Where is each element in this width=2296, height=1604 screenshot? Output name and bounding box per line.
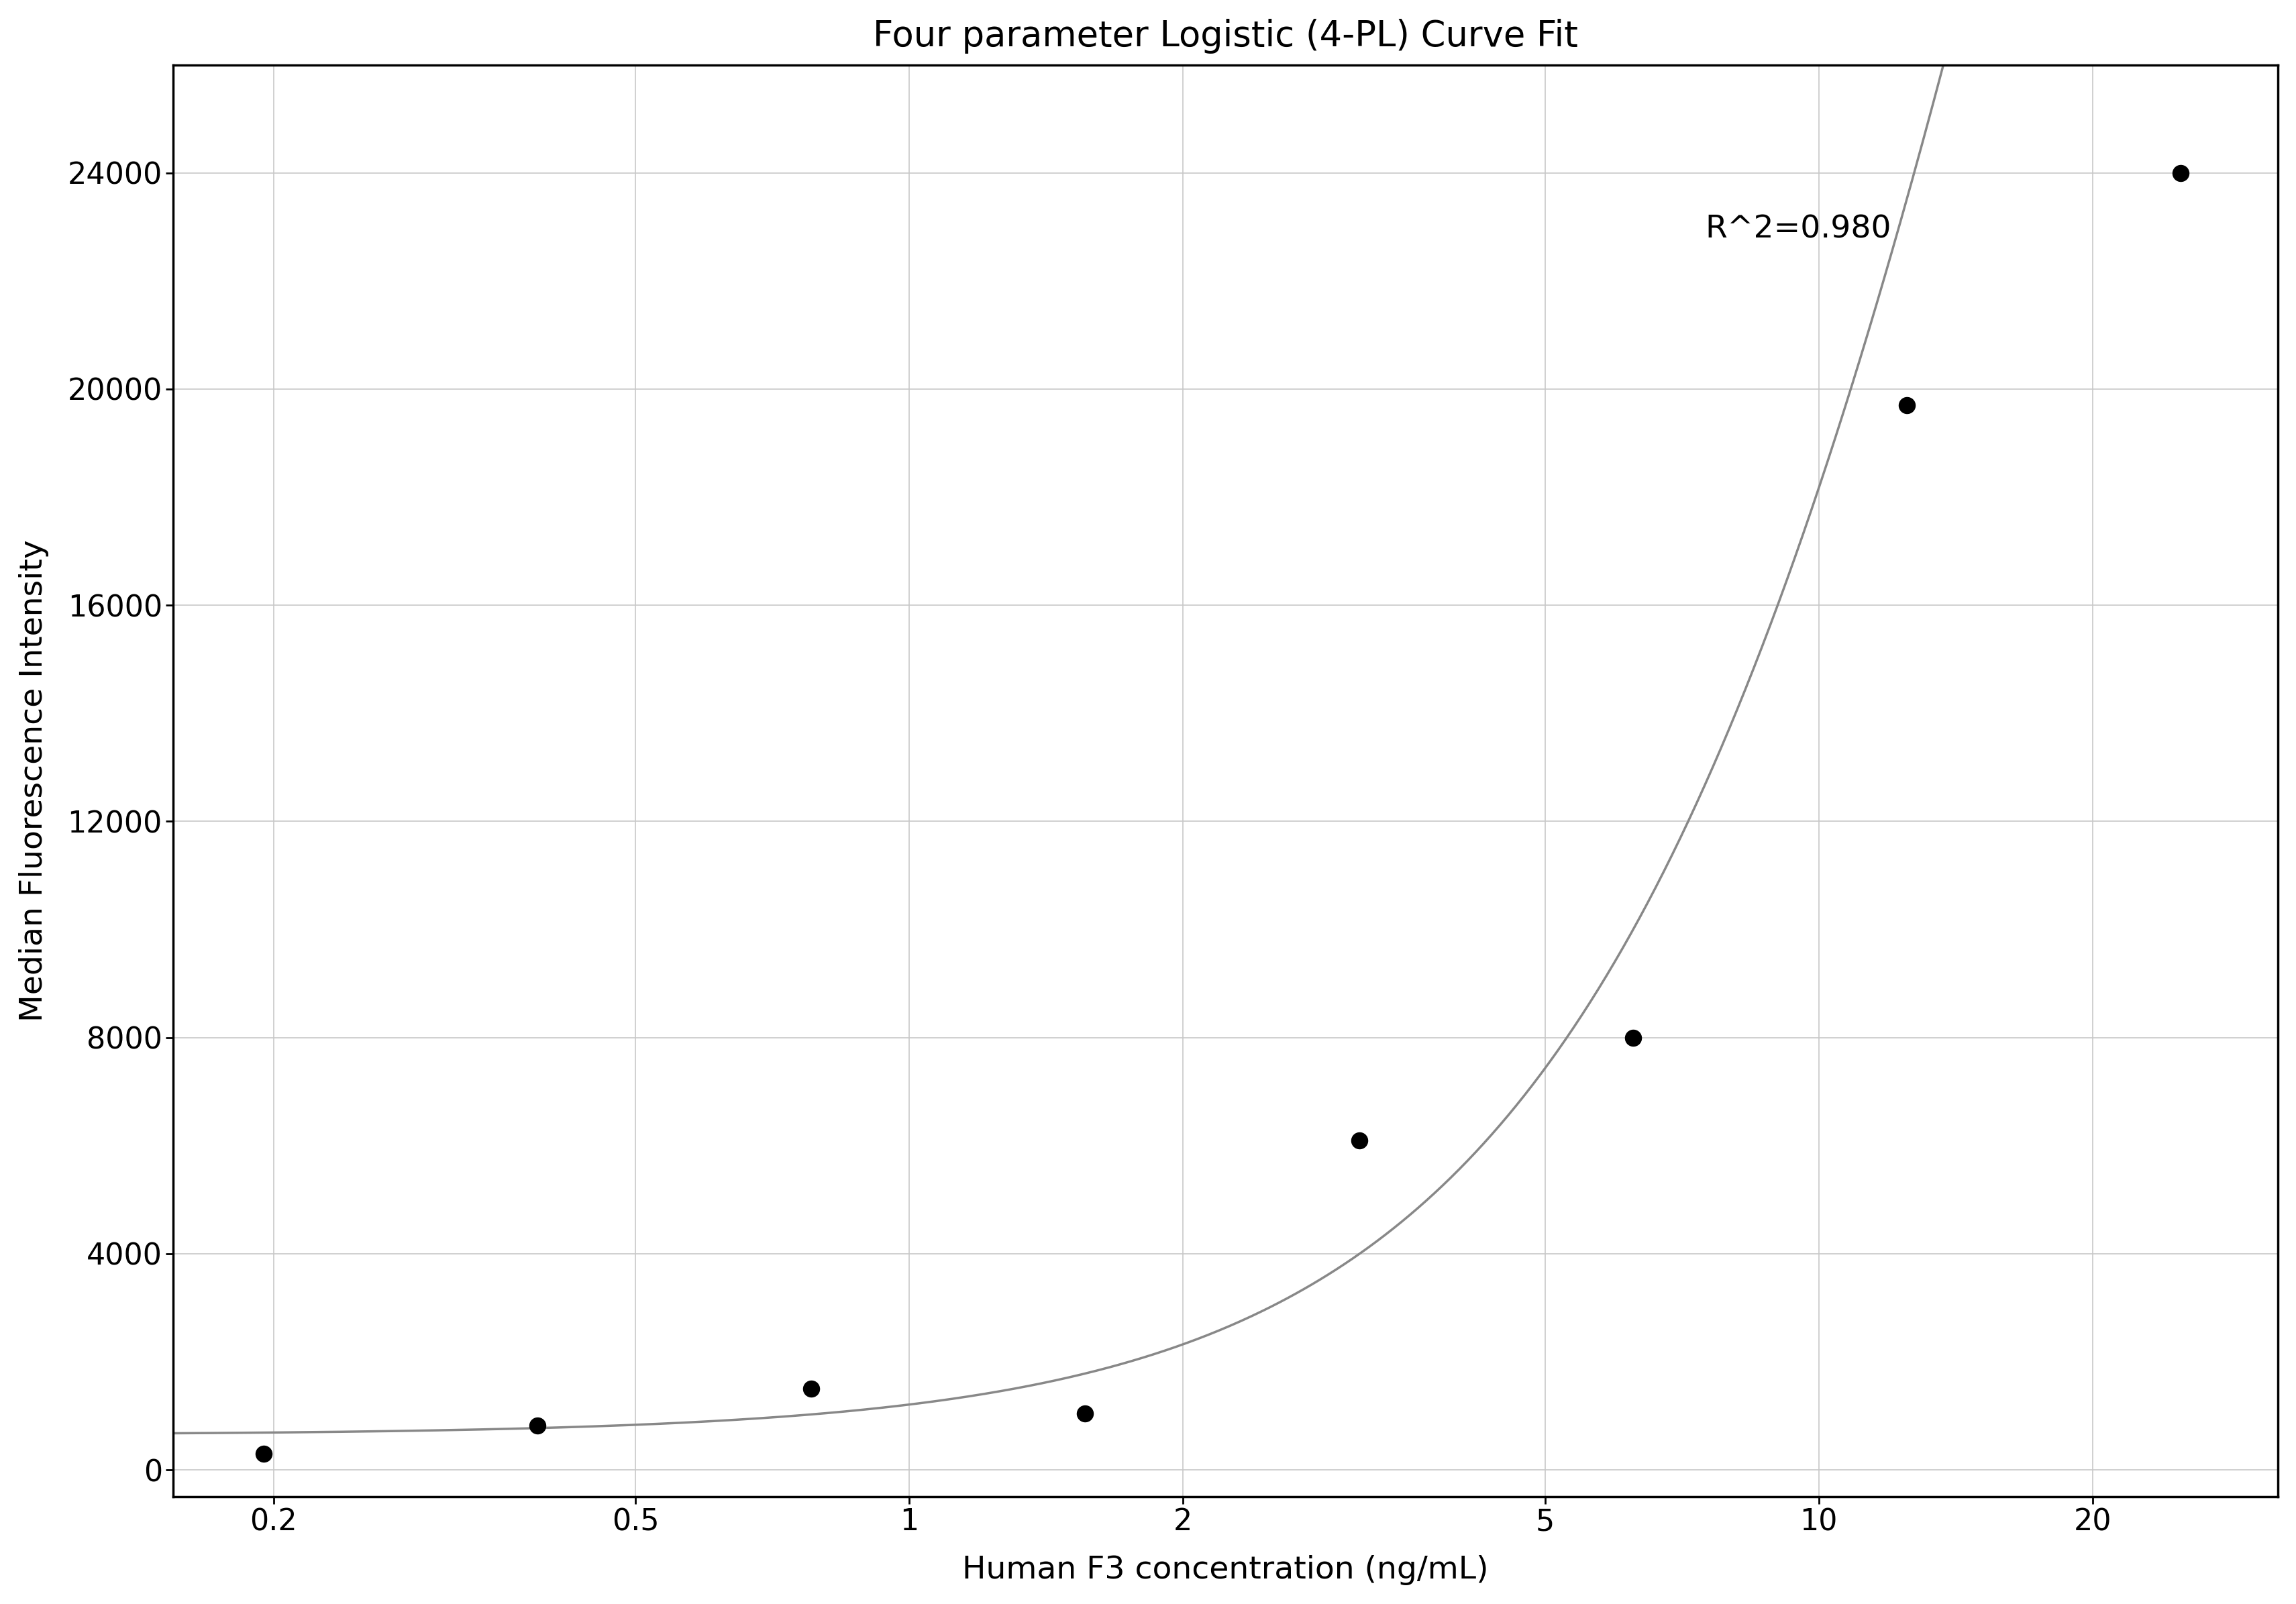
Point [1614,1025,1651,1051]
Point [246,1440,282,1466]
Point [1887,393,1924,419]
Point [1341,1128,1378,1153]
Point [519,1413,556,1439]
Y-axis label: Median Fluorescence Intensity: Median Fluorescence Intensity [18,541,48,1022]
X-axis label: Human F3 concentration (ng/mL): Human F3 concentration (ng/mL) [962,1556,1488,1585]
Title: Four parameter Logistic (4-PL) Curve Fit: Four parameter Logistic (4-PL) Curve Fit [872,19,1577,53]
Text: R^2=0.980: R^2=0.980 [1704,215,1890,244]
Point [1065,1400,1102,1426]
Point [2161,160,2197,186]
Point [792,1376,829,1402]
